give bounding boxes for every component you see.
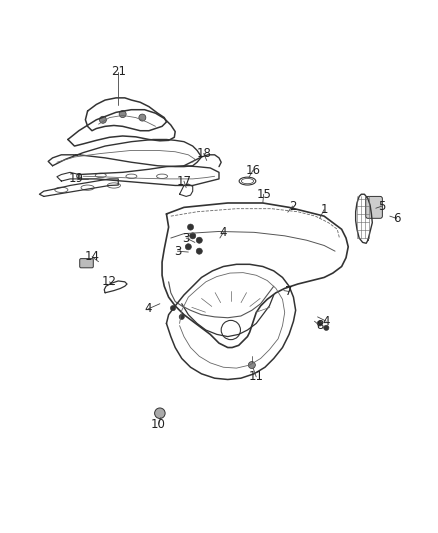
Text: 15: 15	[256, 188, 271, 201]
Text: 2: 2	[289, 199, 297, 213]
Text: 7: 7	[285, 285, 293, 298]
Circle shape	[119, 110, 126, 118]
Text: 4: 4	[144, 303, 152, 316]
Text: 18: 18	[196, 147, 211, 160]
Circle shape	[185, 244, 191, 250]
Text: 4: 4	[322, 315, 330, 328]
Text: 3: 3	[174, 245, 181, 257]
Circle shape	[317, 321, 322, 326]
Circle shape	[196, 237, 202, 243]
Text: 6: 6	[392, 212, 400, 225]
Text: 14: 14	[85, 251, 99, 263]
Circle shape	[196, 248, 202, 254]
FancyBboxPatch shape	[80, 259, 93, 268]
Circle shape	[187, 224, 194, 230]
Text: 16: 16	[246, 164, 261, 176]
Circle shape	[155, 408, 165, 418]
Circle shape	[170, 305, 176, 311]
Text: 10: 10	[151, 418, 166, 431]
Text: 19: 19	[69, 172, 84, 185]
Text: 17: 17	[177, 175, 191, 188]
Text: 1: 1	[320, 203, 328, 216]
Text: 8: 8	[316, 319, 323, 332]
Circle shape	[99, 116, 106, 123]
Circle shape	[324, 325, 329, 330]
Circle shape	[190, 233, 196, 239]
Text: 11: 11	[249, 370, 264, 383]
Text: 12: 12	[102, 276, 117, 288]
Text: 4: 4	[219, 226, 227, 239]
Text: 5: 5	[378, 199, 385, 213]
FancyBboxPatch shape	[366, 197, 382, 219]
Circle shape	[248, 361, 255, 368]
Circle shape	[179, 314, 184, 319]
Text: 3: 3	[183, 231, 190, 245]
Circle shape	[139, 114, 146, 121]
Text: 21: 21	[111, 65, 126, 78]
